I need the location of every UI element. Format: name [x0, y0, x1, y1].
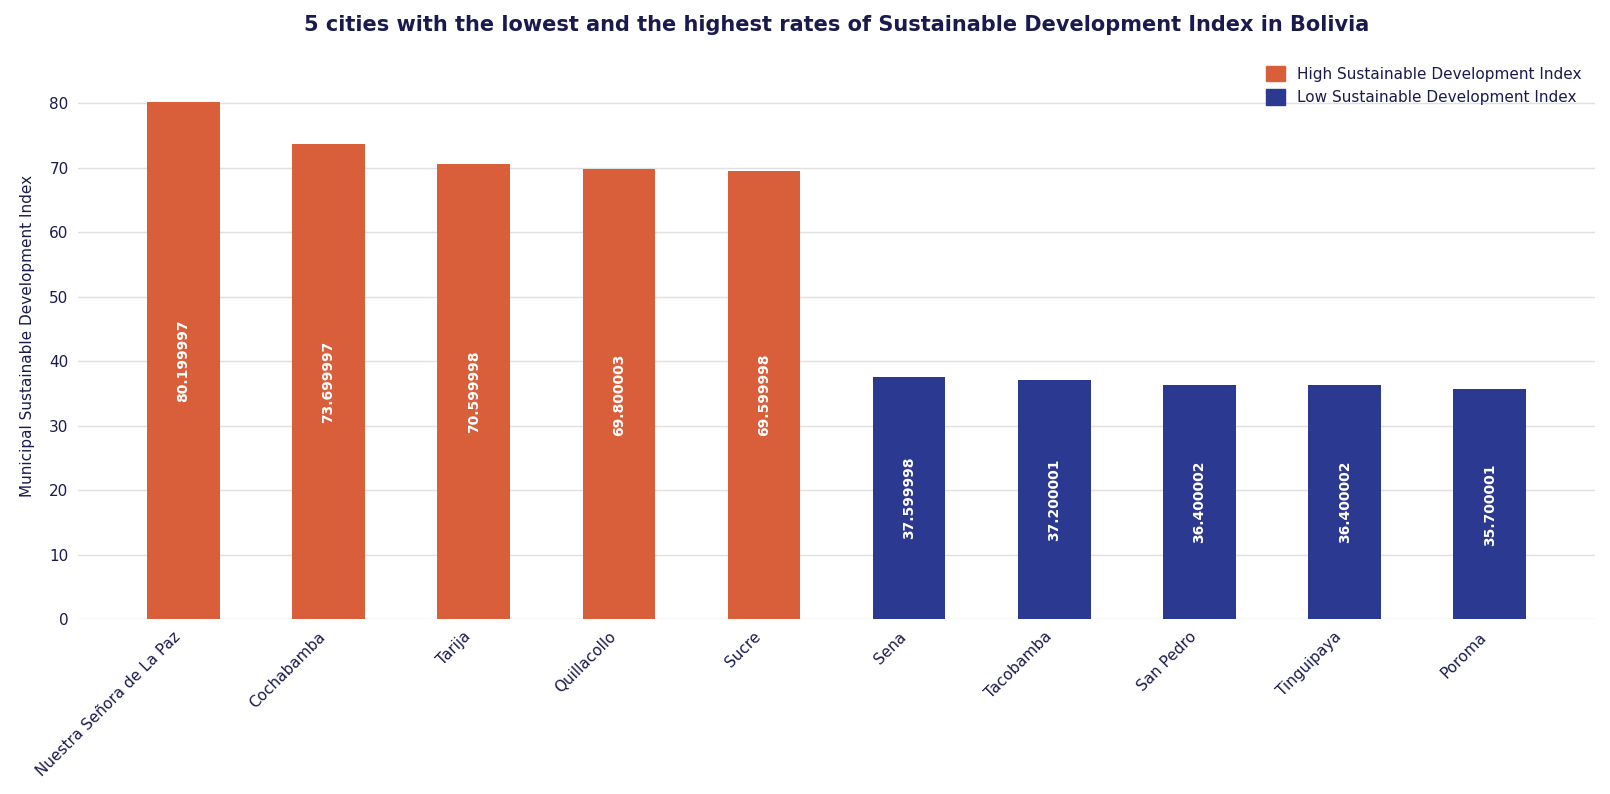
Bar — [1309, 384, 1381, 619]
Bar — [1454, 389, 1526, 619]
Bar — [293, 144, 365, 619]
Text: 70.599998: 70.599998 — [467, 350, 481, 433]
Text: 80.199997: 80.199997 — [177, 319, 190, 402]
Text: 35.700001: 35.700001 — [1483, 463, 1497, 545]
Text: 36.400002: 36.400002 — [1193, 461, 1206, 543]
Bar — [1162, 384, 1236, 619]
Text: 37.599998: 37.599998 — [902, 457, 916, 539]
Y-axis label: Municipal Sustainable Development Index: Municipal Sustainable Development Index — [21, 175, 35, 497]
Text: 37.200001: 37.200001 — [1048, 458, 1061, 541]
Text: 73.699997: 73.699997 — [322, 341, 335, 423]
Text: 69.800003: 69.800003 — [612, 353, 626, 436]
Text: 36.400002: 36.400002 — [1338, 461, 1352, 543]
Bar — [728, 171, 800, 619]
Title: 5 cities with the lowest and the highest rates of Sustainable Development Index : 5 cities with the lowest and the highest… — [304, 15, 1368, 35]
Bar — [147, 102, 221, 619]
Text: 69.599998: 69.599998 — [757, 354, 771, 436]
Bar — [583, 169, 655, 619]
Bar — [1018, 380, 1090, 619]
Legend: High Sustainable Development Index, Low Sustainable Development Index: High Sustainable Development Index, Low … — [1261, 60, 1587, 111]
Bar — [438, 164, 510, 619]
Bar — [873, 377, 945, 619]
